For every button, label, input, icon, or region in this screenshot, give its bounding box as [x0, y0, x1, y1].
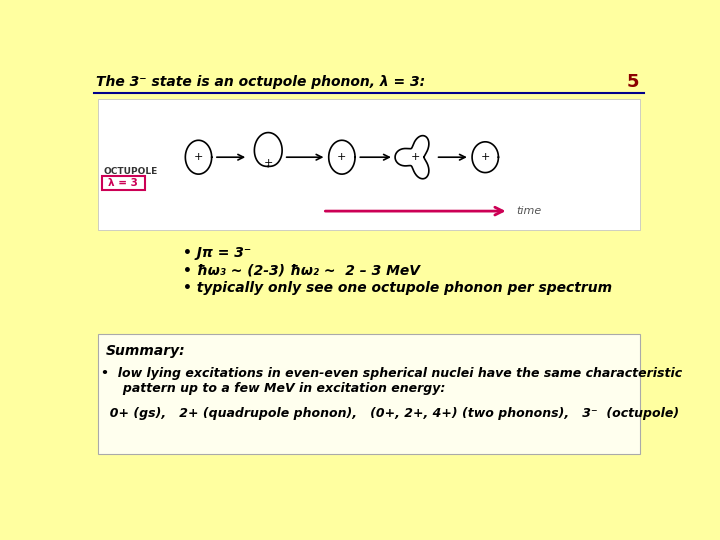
Text: +: + [411, 152, 420, 162]
Text: λ = 3: λ = 3 [109, 178, 138, 187]
Text: +: + [264, 158, 273, 168]
Text: +: + [337, 152, 346, 162]
Text: • typically only see one octupole phonon per spectrum: • typically only see one octupole phonon… [183, 281, 612, 295]
Text: The 3⁻ state is an octupole phonon, λ = 3:: The 3⁻ state is an octupole phonon, λ = … [96, 75, 426, 89]
Text: •  low lying excitations in even-even spherical nuclei have the same characteris: • low lying excitations in even-even sph… [101, 367, 682, 380]
Text: +: + [194, 152, 203, 162]
Text: pattern up to a few MeV in excitation energy:: pattern up to a few MeV in excitation en… [101, 382, 445, 395]
Text: 0+ (gs),   2+ (quadrupole phonon),   (0+, 2+, 4+) (two phonons),   3⁻  (octupole: 0+ (gs), 2+ (quadrupole phonon), (0+, 2+… [101, 408, 679, 421]
Bar [102, 176, 145, 190]
Text: OCTUPOLE: OCTUPOLE [104, 166, 158, 176]
Bar [98, 99, 640, 231]
Text: • ħω₃ ~ (2-3) ħω₂ ~  2 – 3 MeV: • ħω₃ ~ (2-3) ħω₂ ~ 2 – 3 MeV [183, 264, 420, 278]
Text: Summary:: Summary: [106, 343, 185, 357]
Text: time: time [516, 206, 541, 216]
Bar [98, 334, 640, 454]
Text: • Jπ = 3⁻: • Jπ = 3⁻ [183, 246, 251, 260]
Text: +: + [480, 152, 490, 162]
Text: 5: 5 [626, 73, 639, 91]
